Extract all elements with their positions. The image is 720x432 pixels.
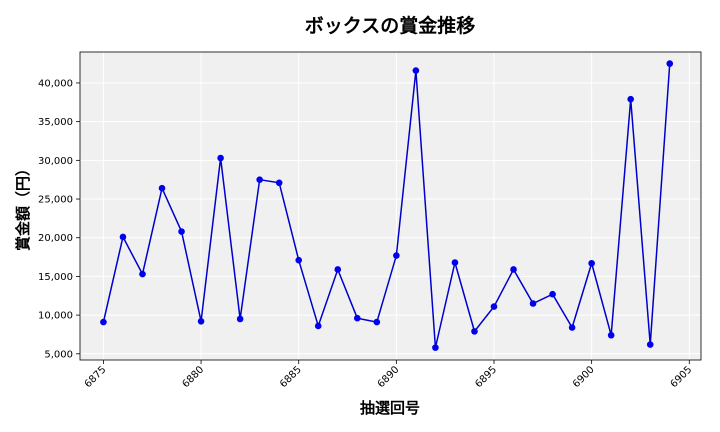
x-tick-label: 6880 — [180, 364, 206, 390]
x-axis-label: 抽選回号 — [360, 399, 420, 417]
data-point — [256, 176, 263, 183]
data-point — [314, 322, 322, 330]
y-tick-label: 40,000 — [38, 78, 73, 89]
y-axis-label: 賞金額（円） — [14, 161, 32, 251]
data-point — [354, 314, 361, 322]
y-tick-label: 25,000 — [38, 195, 73, 206]
plot-frame — [79, 51, 702, 361]
y-tick-label: 15,000 — [38, 272, 73, 283]
data-point — [646, 341, 654, 348]
data-point — [607, 331, 615, 339]
x-tick-label: 6895 — [473, 364, 499, 390]
data-point — [451, 259, 459, 266]
y-tick-label: 20,000 — [38, 233, 73, 244]
y-tick-label: 10,000 — [38, 311, 73, 322]
data-point — [412, 67, 420, 74]
plot-background — [80, 52, 701, 360]
data-point — [549, 290, 556, 298]
data-point — [100, 318, 107, 326]
data-point — [490, 303, 498, 310]
x-tick-label: 6905 — [669, 364, 695, 390]
data-point — [529, 300, 537, 307]
y-ticks: 5,000 10,000 15,000 20,000 25,000 30,000 35,00… — [38, 78, 80, 360]
data-point — [373, 318, 381, 326]
data-point — [217, 154, 224, 162]
series-line — [102, 63, 671, 348]
data-point — [119, 233, 127, 241]
y-tick-label: 35,000 — [38, 117, 73, 128]
x-tick-label: 6900 — [571, 364, 597, 390]
data-point — [158, 184, 166, 192]
data-point — [275, 179, 283, 187]
data-point — [510, 266, 517, 273]
data-point — [197, 318, 205, 325]
data-point — [568, 324, 576, 331]
x-tick-label: 6885 — [278, 364, 304, 390]
data-point — [393, 252, 400, 259]
y-tick-label: 5,000 — [44, 349, 73, 360]
series-points — [100, 60, 674, 351]
chart-title: ボックスの賞金推移 — [305, 14, 475, 37]
data-point — [432, 344, 439, 351]
data-point — [295, 256, 303, 264]
x-tick-label: 6890 — [376, 364, 402, 390]
data-point — [588, 259, 595, 267]
data-point — [334, 266, 342, 273]
data-point — [471, 328, 478, 335]
x-ticks: 6875 6880 6885 6890 6895 6900 6905 — [83, 360, 695, 390]
x-tick-label: 6875 — [83, 364, 109, 390]
data-point — [666, 60, 674, 67]
data-point — [178, 228, 185, 235]
data-point — [139, 270, 146, 278]
data-point — [627, 95, 634, 103]
data-point — [236, 315, 244, 323]
y-tick-label: 30,000 — [38, 156, 73, 167]
